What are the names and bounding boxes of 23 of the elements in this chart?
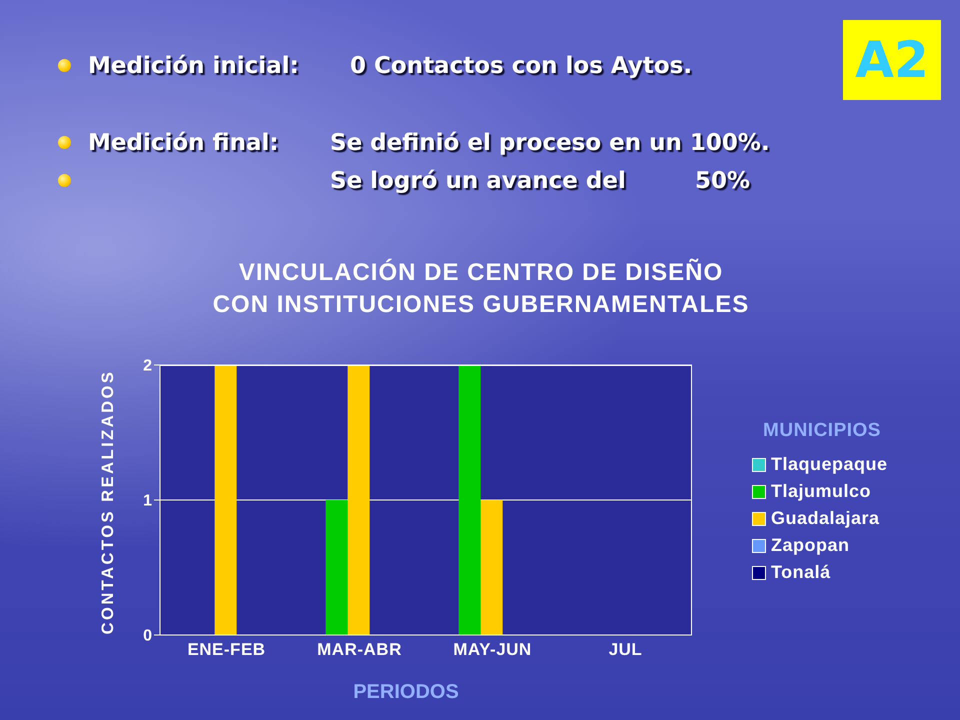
text: A2 <box>855 31 929 89</box>
text: Se logró un avance del <box>330 167 626 196</box>
text: Medición inicial: <box>88 52 299 81</box>
legend-label: Tlajumulco <box>771 481 872 502</box>
y-tick-label: 1 <box>143 492 152 510</box>
x-tick-label: MAR-ABR <box>317 640 402 660</box>
legend-title: MUNICIPIOS <box>762 419 882 443</box>
legend-label: Tlaquepaque <box>771 454 888 475</box>
x-tick-label: JUL <box>608 640 642 660</box>
legend-label: Guadalajara <box>771 508 880 529</box>
text: Se definió el proceso en un 100%. <box>330 129 770 158</box>
y-axis-title: CONTACTOS REALIZADOS <box>98 368 118 636</box>
x-tick-label: MAY-JUN <box>453 640 532 660</box>
x-axis-title: PERIODOS <box>353 681 459 703</box>
legend-label: Tonalá <box>771 562 831 583</box>
x-tick-label: ENE-FEB <box>187 640 266 660</box>
legend-label: Zapopan <box>771 535 850 556</box>
text: 50% <box>695 167 750 196</box>
y-tick-label: 2 <box>143 358 152 375</box>
y-tick-label: 0 <box>143 628 152 645</box>
text: 0 Contactos con los Aytos. <box>350 52 692 81</box>
text: Medición final: <box>88 129 279 158</box>
chart-title: VINCULACIÓN DE CENTRO DE DISEÑO CON INSTITUCIONES GUBERNAMENTALES <box>212 258 750 320</box>
